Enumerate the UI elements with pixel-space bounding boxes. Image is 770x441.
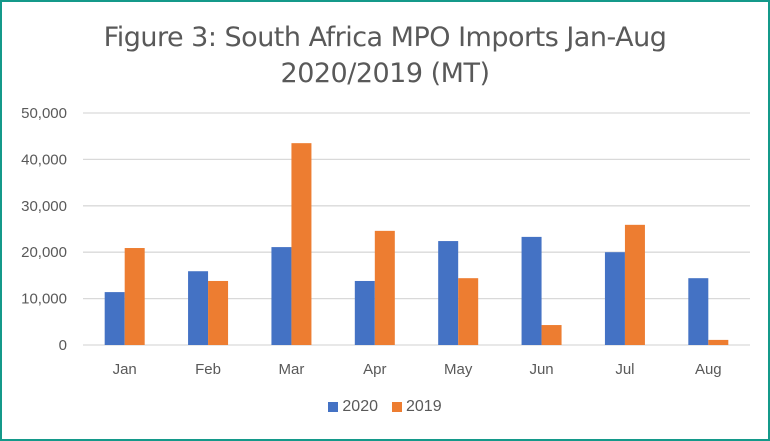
bar-2020-jan [104,292,125,345]
bar-2020-feb [188,271,209,345]
legend-swatch-2020 [328,402,339,412]
bar-2020-aug [688,278,709,345]
bar-2019-mar [291,143,312,345]
y-tick-label: 0 [59,337,67,354]
x-tick-label: Jul [615,361,634,378]
y-tick-label: 10,000 [21,291,67,308]
x-tick-label: Apr [363,361,386,378]
legend-swatch-2019 [392,402,402,412]
y-tick-label: 30,000 [21,198,67,215]
bar-2020-mar [271,247,292,345]
bar-2020-apr [354,280,375,345]
bar-2020-may [438,241,459,345]
legend-item-2020: 2020 [328,398,378,416]
x-tick-label: Mar [279,361,305,378]
bar-2019-jan [124,248,145,345]
y-tick-label: 40,000 [21,151,67,168]
bar-2019-feb [208,280,229,345]
legend-label-2019: 2019 [406,398,442,415]
y-tick-label: 20,000 [21,244,67,261]
y-tick-label: 50,000 [21,105,67,122]
x-tick-label: Jan [113,361,137,378]
bar-2019-jun [541,325,562,345]
chart-title-line-2: 2020/2019 (MT) [280,58,490,89]
chart-title-line-1: Figure 3: South Africa MPO Imports Jan-A… [103,22,667,53]
x-tick-label: May [444,361,473,378]
x-tick-label: Feb [195,361,221,378]
bar-2019-may [458,278,479,345]
chart-title: Figure 3: South Africa MPO Imports Jan-A… [0,20,770,92]
bar-2020-jun [521,236,542,345]
x-tick-label: Jun [529,361,553,378]
bar-2019-aug [708,339,729,345]
bar-2020-jul [604,252,625,345]
x-tick-label: Aug [695,361,722,378]
chart-legend: 2020 2019 [0,398,770,416]
legend-label-2020: 2020 [342,398,378,415]
bar-2019-jul [624,224,645,345]
bar-2019-apr [374,230,395,345]
legend-item-2019: 2019 [392,398,442,416]
